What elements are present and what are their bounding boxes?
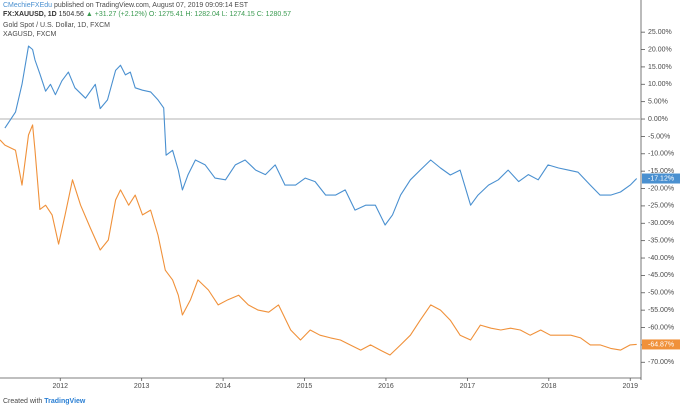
footer-brand: TradingView	[44, 398, 86, 405]
x-tick-label: 2016	[378, 383, 394, 390]
y-tick-label: 20.00%	[648, 46, 672, 53]
x-tick-label: 2013	[134, 383, 150, 390]
y-tick-label: -35.00%	[648, 237, 674, 244]
y-tick-label: -20.00%	[648, 185, 674, 192]
y-tick-label: -55.00%	[648, 307, 674, 314]
y-tick-label: -10.00%	[648, 151, 674, 158]
last-value-tag	[642, 339, 680, 350]
y-tick-label: -70.00%	[648, 359, 674, 366]
plot-area	[0, 45, 640, 356]
x-tick-label: 2012	[52, 383, 68, 390]
x-tick-label: 2014	[215, 383, 231, 390]
header-line: CMechieFXEdu published on TradingView.co…	[3, 2, 249, 9]
symbol: FX:XAUUSD, 1D	[3, 11, 57, 18]
high: H: 1282.04	[185, 11, 219, 18]
series-line	[4, 45, 638, 226]
last-value-label: -64.87%	[648, 341, 674, 348]
y-tick-label: 25.00%	[648, 29, 672, 36]
x-tick-label: 2017	[460, 383, 476, 390]
symbol-line: FX:XAUUSD, 1D 1504.56 ▲ +31.27 (+2.12%) …	[3, 11, 291, 18]
y-tick-label: -25.00%	[648, 203, 674, 210]
last-value-tag	[642, 173, 680, 184]
change: ▲ +31.27 (+2.12%)	[86, 11, 147, 18]
y-tick-label: -30.00%	[648, 220, 674, 227]
legend-entry: XAGUSD, FXCM	[3, 31, 56, 38]
last-value-label: -17.12%	[648, 175, 674, 182]
x-tick-label: 2015	[297, 383, 313, 390]
x-tick-label: 2018	[541, 383, 557, 390]
y-tick-label: -60.00%	[648, 324, 674, 331]
y-tick-label: -40.00%	[648, 255, 674, 262]
y-tick-label: -5.00%	[648, 133, 670, 140]
low: L: 1274.15	[222, 11, 255, 18]
footer-text: Created with	[3, 398, 42, 405]
y-tick-label: -15.00%	[648, 168, 674, 175]
series-line	[0, 124, 637, 356]
published: published on TradingView.com, August 07,…	[54, 2, 249, 9]
legend-entry: Gold Spot / U.S. Dollar, 1D, FXCM	[3, 22, 110, 29]
y-tick-label: 10.00%	[648, 81, 672, 88]
price: 1504.56	[59, 11, 84, 18]
close: C: 1280.57	[257, 11, 291, 18]
y-tick-label: 15.00%	[648, 64, 672, 71]
y-tick-label: -50.00%	[648, 290, 674, 297]
author: CMechieFXEdu	[3, 2, 52, 9]
y-tick-label: 5.00%	[648, 99, 668, 106]
y-tick-label: -45.00%	[648, 272, 674, 279]
footer: Created with TradingView	[3, 398, 86, 405]
price-axis-panel	[641, 0, 680, 380]
y-tick-label: 0.00%	[648, 116, 668, 123]
x-tick-label: 2019	[622, 383, 638, 390]
open: O: 1275.41	[149, 11, 184, 18]
